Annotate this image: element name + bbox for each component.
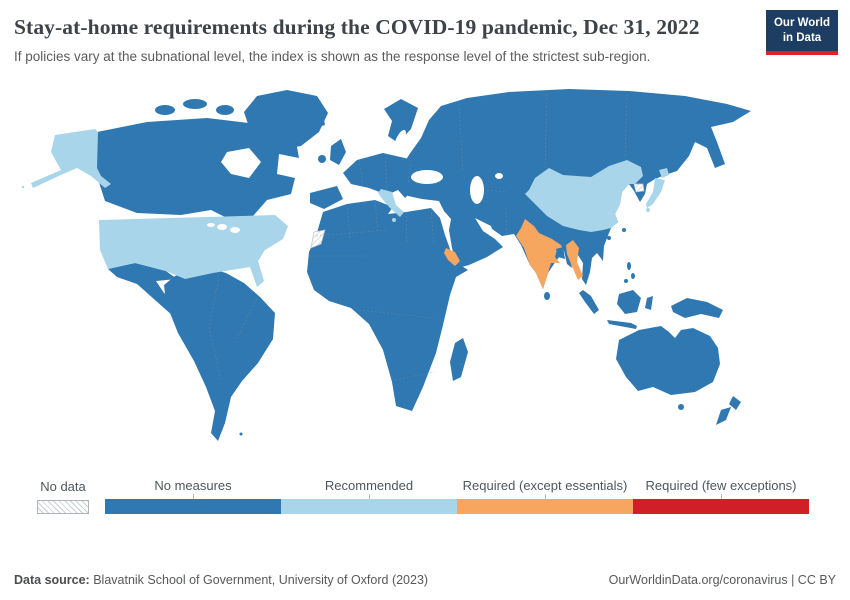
aleutian-island[interactable] bbox=[21, 186, 25, 189]
great-lake bbox=[230, 227, 240, 234]
country-philippines[interactable] bbox=[624, 279, 628, 284]
island-tasmania[interactable] bbox=[678, 404, 684, 411]
legend-category-required-except-essentials[interactable]: Required (except essentials) bbox=[457, 478, 633, 515]
country-ireland[interactable] bbox=[318, 155, 326, 164]
owid-link[interactable]: OurWorldinData.org/coronavirus | CC BY bbox=[608, 573, 836, 587]
chart-subtitle: If policies vary at the subnational leve… bbox=[14, 49, 651, 65]
chart-header: Stay-at-home requirements during the COV… bbox=[0, 0, 850, 64]
black-sea bbox=[411, 170, 443, 185]
data-source-label: Data source: bbox=[14, 573, 90, 587]
island-hainan[interactable] bbox=[607, 236, 611, 241]
great-lake bbox=[207, 223, 215, 228]
state-alaska[interactable] bbox=[31, 129, 111, 189]
country-myanmar[interactable] bbox=[566, 240, 583, 281]
owid-logo[interactable]: Our World in Data bbox=[766, 10, 838, 55]
country-united-kingdom[interactable] bbox=[330, 139, 346, 166]
baltic-sea bbox=[394, 130, 406, 151]
country-japan[interactable] bbox=[646, 178, 665, 209]
country-sri-lanka[interactable] bbox=[544, 292, 550, 301]
legend-label: Required (except essentials) bbox=[462, 478, 628, 494]
legend-tick bbox=[544, 494, 546, 500]
legend-no-data[interactable]: No data bbox=[37, 479, 89, 515]
arctic-island[interactable] bbox=[183, 99, 207, 110]
caspian-sea bbox=[470, 176, 484, 205]
arctic-island[interactable] bbox=[216, 105, 234, 116]
island-borneo[interactable] bbox=[617, 290, 641, 315]
country-philippines[interactable] bbox=[631, 273, 635, 280]
legend-label: No measures bbox=[154, 478, 232, 494]
map-legend: No data No measures Recommended Required… bbox=[37, 478, 850, 515]
country-eritrea[interactable] bbox=[444, 248, 460, 267]
legend-swatch bbox=[105, 499, 281, 515]
legend-category-no-measures[interactable]: No measures bbox=[105, 478, 281, 515]
region-iberia[interactable] bbox=[310, 186, 343, 210]
country-india[interactable] bbox=[516, 219, 564, 290]
continent-africa[interactable] bbox=[307, 200, 468, 412]
island-kyushu[interactable] bbox=[646, 208, 650, 213]
legend-no-data-label: No data bbox=[40, 479, 86, 495]
country-canada[interactable] bbox=[95, 118, 299, 221]
falkland-islands[interactable] bbox=[239, 432, 243, 436]
legend-category-required-few-exceptions[interactable]: Required (few exceptions) bbox=[633, 478, 809, 515]
country-bangladesh[interactable] bbox=[556, 247, 565, 260]
country-japan[interactable] bbox=[659, 168, 669, 179]
owid-logo-line2: in Data bbox=[782, 31, 822, 44]
island-sumatra[interactable] bbox=[579, 290, 599, 315]
country-australia[interactable] bbox=[616, 326, 720, 396]
country-italy[interactable] bbox=[378, 189, 404, 218]
country-north-korea[interactable] bbox=[633, 184, 645, 193]
island-java[interactable] bbox=[607, 320, 637, 330]
country-borders bbox=[208, 94, 628, 381]
region-scandinavia[interactable] bbox=[384, 99, 418, 144]
legend-tick bbox=[720, 494, 722, 500]
page-title: Stay-at-home requirements during the COV… bbox=[14, 15, 700, 39]
world-map[interactable] bbox=[7, 80, 850, 470]
legend-tick bbox=[368, 494, 370, 500]
owid-logo-line1: Our World bbox=[773, 17, 830, 29]
country-iceland[interactable] bbox=[308, 114, 325, 130]
region-central-europe[interactable] bbox=[343, 153, 420, 199]
legend-label: Recommended bbox=[324, 478, 414, 494]
aral-sea bbox=[495, 173, 503, 180]
data-source-note: Data source: Blavatnik School of Governm… bbox=[14, 573, 428, 587]
great-lake bbox=[217, 224, 227, 231]
island-new-guinea[interactable] bbox=[671, 298, 723, 319]
arctic-island[interactable] bbox=[155, 105, 175, 116]
continent-south-america[interactable] bbox=[164, 266, 275, 442]
country-new-zealand[interactable] bbox=[729, 396, 741, 411]
legend-no-data-swatch bbox=[37, 500, 89, 515]
hudson-bay bbox=[221, 148, 261, 179]
legend-tick bbox=[192, 494, 194, 500]
legend-label: Required (few exceptions) bbox=[645, 478, 797, 494]
country-united-states[interactable] bbox=[99, 215, 288, 288]
country-china[interactable] bbox=[525, 160, 643, 233]
legend-swatch bbox=[633, 499, 809, 515]
country-philippines[interactable] bbox=[627, 262, 631, 271]
aleutian-island[interactable] bbox=[33, 183, 37, 186]
chart-footer: Data source: Blavatnik School of Governm… bbox=[14, 573, 836, 587]
data-source-text: Blavatnik School of Government, Universi… bbox=[89, 573, 429, 587]
country-western-sahara[interactable] bbox=[310, 229, 326, 249]
country-taiwan[interactable] bbox=[622, 228, 626, 233]
legend-category-recommended[interactable]: Recommended bbox=[281, 478, 457, 515]
island-sicily[interactable] bbox=[392, 218, 396, 223]
island-sulawesi[interactable] bbox=[645, 296, 653, 311]
world-map-canvas[interactable] bbox=[7, 80, 842, 470]
legend-swatch bbox=[281, 499, 457, 515]
country-madagascar[interactable] bbox=[450, 338, 468, 382]
legend-swatch bbox=[457, 499, 633, 515]
country-new-zealand[interactable] bbox=[716, 407, 731, 426]
